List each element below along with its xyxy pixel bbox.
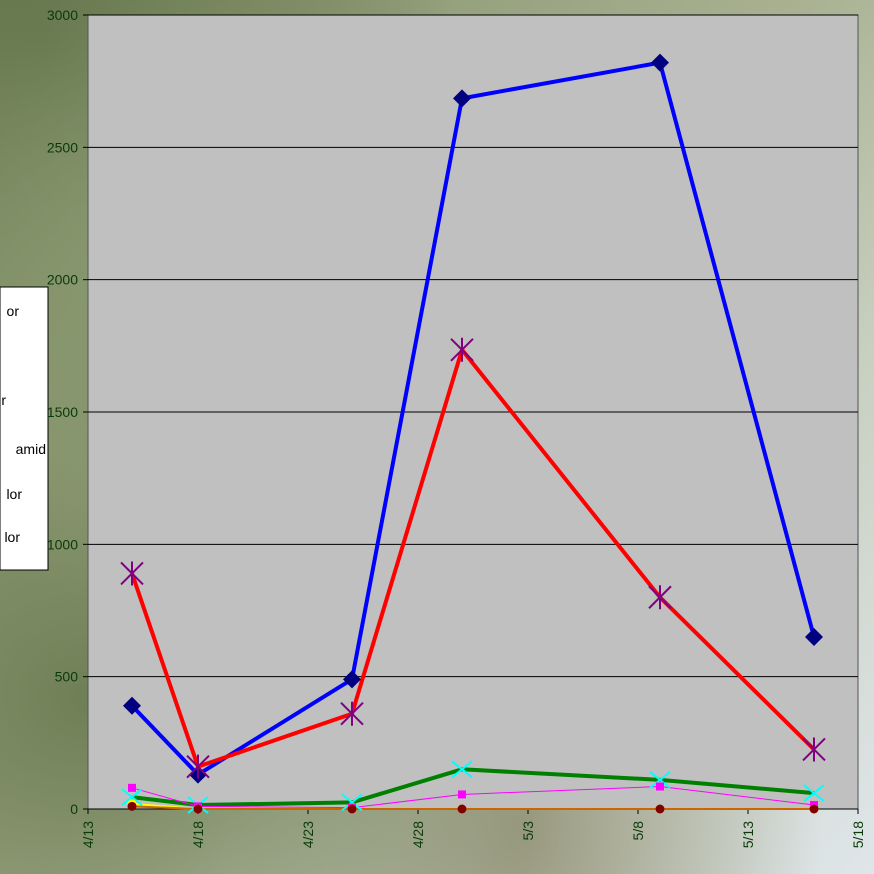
marker xyxy=(347,804,357,814)
x-tick-label: 4/23 xyxy=(300,821,316,848)
marker xyxy=(127,801,137,811)
marker xyxy=(805,627,823,646)
x-tick-label: 5/18 xyxy=(850,821,866,848)
legend-label: lor xyxy=(4,529,20,545)
y-tick-label: 1500 xyxy=(47,404,78,420)
x-tick-label: 4/28 xyxy=(410,821,426,848)
legend: or r amid lor lor xyxy=(1,303,46,545)
marker xyxy=(655,804,665,814)
marker xyxy=(453,89,471,108)
marker xyxy=(128,783,136,792)
y-tick-label: 2500 xyxy=(47,139,78,155)
series-line xyxy=(130,347,816,769)
marker xyxy=(451,760,473,779)
marker xyxy=(123,696,141,715)
legend-label: or xyxy=(7,303,20,319)
x-tick-label: 4/18 xyxy=(190,821,206,848)
marker xyxy=(450,337,474,362)
marker xyxy=(121,788,143,806)
marker xyxy=(648,585,672,610)
x-tick-label: 5/13 xyxy=(740,821,756,848)
marker xyxy=(343,670,361,689)
series-line xyxy=(131,805,814,810)
x-tick-label: 5/3 xyxy=(520,821,536,841)
marker xyxy=(651,53,669,72)
marker xyxy=(120,561,144,586)
series-line xyxy=(131,786,815,809)
y-tick-label: 0 xyxy=(70,801,78,817)
marker xyxy=(656,782,664,791)
legend-label: r xyxy=(1,392,6,408)
marker xyxy=(341,793,363,812)
y-tick-label: 2000 xyxy=(47,272,78,288)
marker xyxy=(458,790,466,799)
marker xyxy=(340,701,364,726)
legend-label: amid xyxy=(16,441,46,457)
marker xyxy=(809,804,819,814)
marker xyxy=(193,804,203,814)
y-tick-label: 1000 xyxy=(47,536,78,552)
y-tick-label: 500 xyxy=(55,669,79,685)
marker xyxy=(802,737,826,762)
series-line xyxy=(130,60,816,777)
x-tick-label: 4/13 xyxy=(80,821,96,848)
y-tick-label: 3000 xyxy=(47,7,78,23)
marker xyxy=(457,804,467,814)
marker xyxy=(186,754,210,779)
legend-box xyxy=(0,286,49,571)
legend-label: lor xyxy=(6,486,22,502)
marker xyxy=(649,771,671,789)
marker xyxy=(803,784,825,802)
x-tick-label: 5/8 xyxy=(630,821,646,841)
